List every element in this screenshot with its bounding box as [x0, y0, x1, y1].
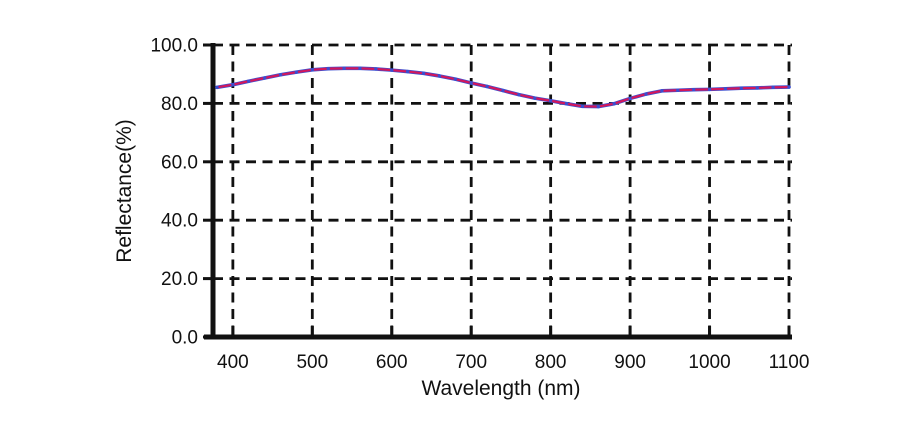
axes	[204, 43, 792, 340]
data-point-marker	[326, 66, 330, 71]
y-tick-label: 100.0	[150, 36, 198, 57]
data-point-marker	[660, 89, 664, 93]
data-point-marker	[501, 88, 505, 93]
data-point-marker	[548, 99, 553, 103]
data-point-marker	[644, 92, 648, 96]
data-point-marker	[691, 87, 696, 92]
data-point-marker	[310, 68, 315, 72]
data-point-marker	[533, 96, 537, 100]
data-point-marker	[564, 101, 569, 106]
data-point-marker	[771, 85, 775, 90]
y-tick-label: 80.0	[161, 94, 198, 115]
reflectance-trace-blue-line	[215, 66, 791, 109]
x-tick-labels: 400 500 600 700 800 900 1000 1100	[217, 352, 809, 373]
data-point-marker	[421, 71, 426, 76]
y-tick-label: 60.0	[161, 152, 198, 173]
data-point-marker	[405, 69, 410, 74]
data-point-marker	[628, 96, 632, 101]
data-point-marker	[215, 85, 219, 90]
data-point-marker	[755, 86, 759, 90]
data-point-marker	[707, 87, 712, 92]
y-axis-title: Reflectance(%)	[113, 119, 136, 263]
reflectance-trace-red-line	[215, 67, 791, 108]
data-point-marker	[262, 76, 267, 80]
data-point-marker	[294, 70, 299, 74]
x-tick-label: 700	[455, 352, 487, 373]
data-point-marker	[580, 104, 585, 109]
data-point-marker	[739, 86, 744, 90]
horizontal-gridlines	[213, 43, 792, 281]
data-point-marker	[485, 84, 489, 89]
data-point-marker	[517, 92, 521, 97]
data-point-marker	[247, 79, 251, 83]
x-tick-label: 1100	[769, 352, 810, 373]
x-tick-label: 500	[296, 352, 328, 373]
y-tick-label: 0.0	[172, 328, 198, 349]
data-point-marker	[358, 66, 362, 71]
x-tick-label: 800	[535, 352, 567, 373]
data-point-marker	[787, 85, 791, 89]
y-tick-label: 40.0	[161, 211, 198, 232]
x-tick-label: 400	[217, 352, 249, 373]
data-point-marker	[342, 66, 346, 71]
y-tick-label: 20.0	[161, 269, 198, 290]
x-tick-label: 600	[376, 352, 408, 373]
tick-marks	[203, 43, 791, 339]
data-point-marker	[453, 77, 458, 81]
series-lines	[215, 66, 791, 109]
data-point-marker	[437, 74, 442, 78]
data-point-marker	[231, 83, 235, 87]
data-point-marker	[278, 73, 283, 77]
data-point-marker	[596, 104, 601, 109]
data-point-marker	[676, 88, 680, 92]
data-point-marker	[390, 68, 394, 72]
data-point-marker	[374, 67, 378, 71]
data-point-marker	[612, 101, 616, 106]
x-tick-label: 1000	[688, 352, 730, 373]
x-axis-title: Wavelength (nm)	[421, 377, 580, 400]
data-point-marker	[469, 81, 473, 85]
x-tick-label: 900	[614, 352, 646, 373]
data-point-marker	[723, 87, 728, 91]
y-tick-labels: 0.0 20.0 40.0 60.0 80.0 100.0	[150, 36, 198, 349]
